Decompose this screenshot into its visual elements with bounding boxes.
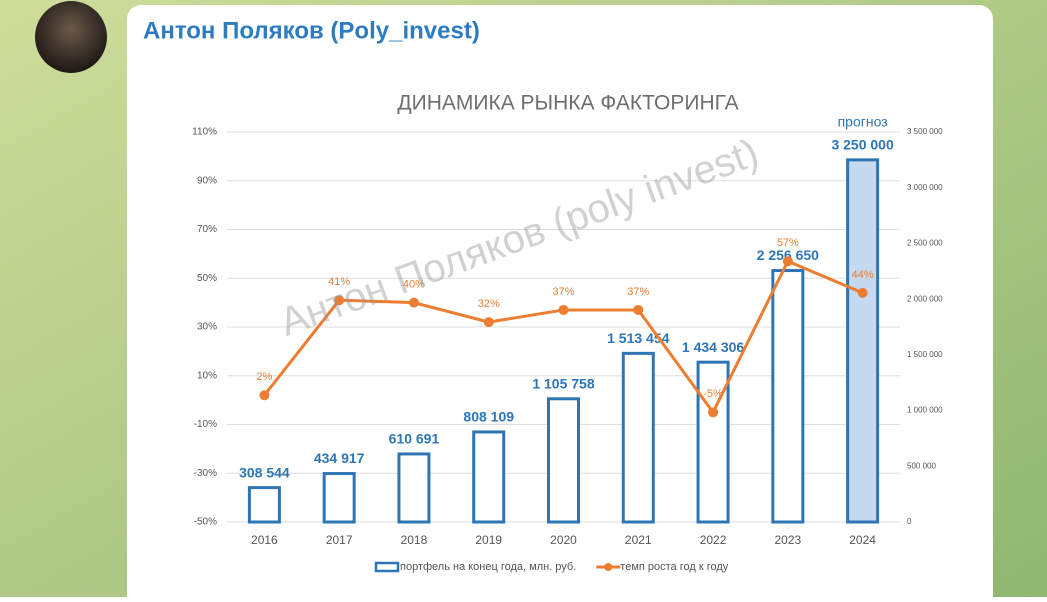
line-value-label: -5% [703, 388, 723, 400]
line-point [857, 287, 868, 298]
line-value-label: 44% [852, 269, 874, 281]
y2-tick-label: 1 000 000 [907, 406, 943, 415]
line-point [558, 304, 569, 315]
bar [247, 486, 281, 524]
x-tick-label: 2018 [401, 533, 428, 547]
y2-tick-label: 3 000 000 [907, 183, 943, 192]
bar-value-label: 308 544 [239, 464, 290, 480]
line-value-label: 2% [256, 371, 272, 383]
y2-tick-label: 2 000 000 [907, 294, 943, 303]
legend-swatch-dot [604, 563, 613, 571]
x-tick-label: 2016 [251, 533, 278, 547]
y-tick-label: -10% [194, 419, 217, 430]
y-tick-label: 30% [197, 322, 217, 333]
line-point [782, 256, 793, 267]
bar-value-label: 3 250 000 [831, 137, 893, 153]
line-value-label: 41% [328, 276, 350, 288]
y-tick-label: 90% [197, 175, 217, 186]
x-tick-label: 2019 [475, 533, 502, 547]
bar [322, 472, 356, 524]
line-point [334, 295, 345, 306]
bar-value-label: 808 109 [463, 409, 514, 425]
bar-value-label: 610 691 [389, 431, 440, 447]
line-value-label: 32% [478, 298, 500, 310]
x-tick-label: 2024 [849, 533, 876, 547]
line-point [483, 317, 494, 328]
legend-label: портфель на конец года, млн. руб. [400, 561, 576, 573]
y-tick-label: -30% [194, 468, 217, 479]
chart-title: ДИНАМИКА РЫНКА ФАКТОРИНГА [397, 92, 738, 115]
line-value-label: 57% [777, 237, 799, 249]
y-tick-label: 110% [192, 127, 217, 138]
bar [472, 430, 506, 524]
y-tick-label: -50% [194, 517, 217, 528]
x-tick-label: 2023 [774, 533, 801, 547]
bar [846, 158, 880, 524]
bar-value-label: 2 256 650 [757, 247, 819, 263]
x-tick-label: 2022 [700, 533, 727, 547]
bar [547, 397, 580, 524]
y-tick-label: 10% [197, 370, 217, 381]
bar-value-label: 1 434 306 [682, 339, 744, 355]
x-tick-label: 2017 [326, 533, 353, 547]
y2-tick-label: 1 500 000 [907, 350, 943, 359]
y2-tick-label: 3 500 000 [907, 127, 943, 136]
y2-tick-label: 0 [907, 517, 912, 526]
y-tick-label: 70% [197, 224, 217, 235]
line-value-label: 40% [403, 279, 425, 291]
y2-tick-label: 500 000 [907, 461, 936, 470]
forecast-annotation: прогноз [838, 114, 888, 130]
line-point [408, 297, 419, 308]
bar [397, 452, 431, 524]
bar [771, 269, 805, 524]
bar-value-label: 1 513 454 [607, 330, 669, 346]
line-value-label: 37% [627, 286, 649, 298]
chart: -50% -30% -10% 10% 30% 50% 70% 90% 110% 0 500 000 1… [192, 114, 943, 573]
bar-value-label: 434 917 [314, 450, 365, 466]
bar-value-label: 1 105 758 [532, 375, 594, 391]
y-tick-label: 50% [197, 273, 217, 284]
y2-tick-label: 2 500 000 [907, 239, 943, 248]
x-tick-label: 2021 [625, 533, 652, 547]
legend-label: темп роста год к году [620, 561, 728, 573]
line-point [708, 407, 719, 418]
line-value-label: 37% [552, 286, 574, 298]
avatar[interactable] [35, 1, 107, 73]
line-point [259, 390, 270, 401]
x-tick-label: 2020 [550, 533, 577, 547]
bar [696, 360, 730, 524]
line-point [633, 304, 644, 315]
author-name[interactable]: Антон Поляков (Poly_invest) [143, 17, 480, 44]
bar [621, 351, 655, 524]
legend-swatch [374, 561, 400, 573]
